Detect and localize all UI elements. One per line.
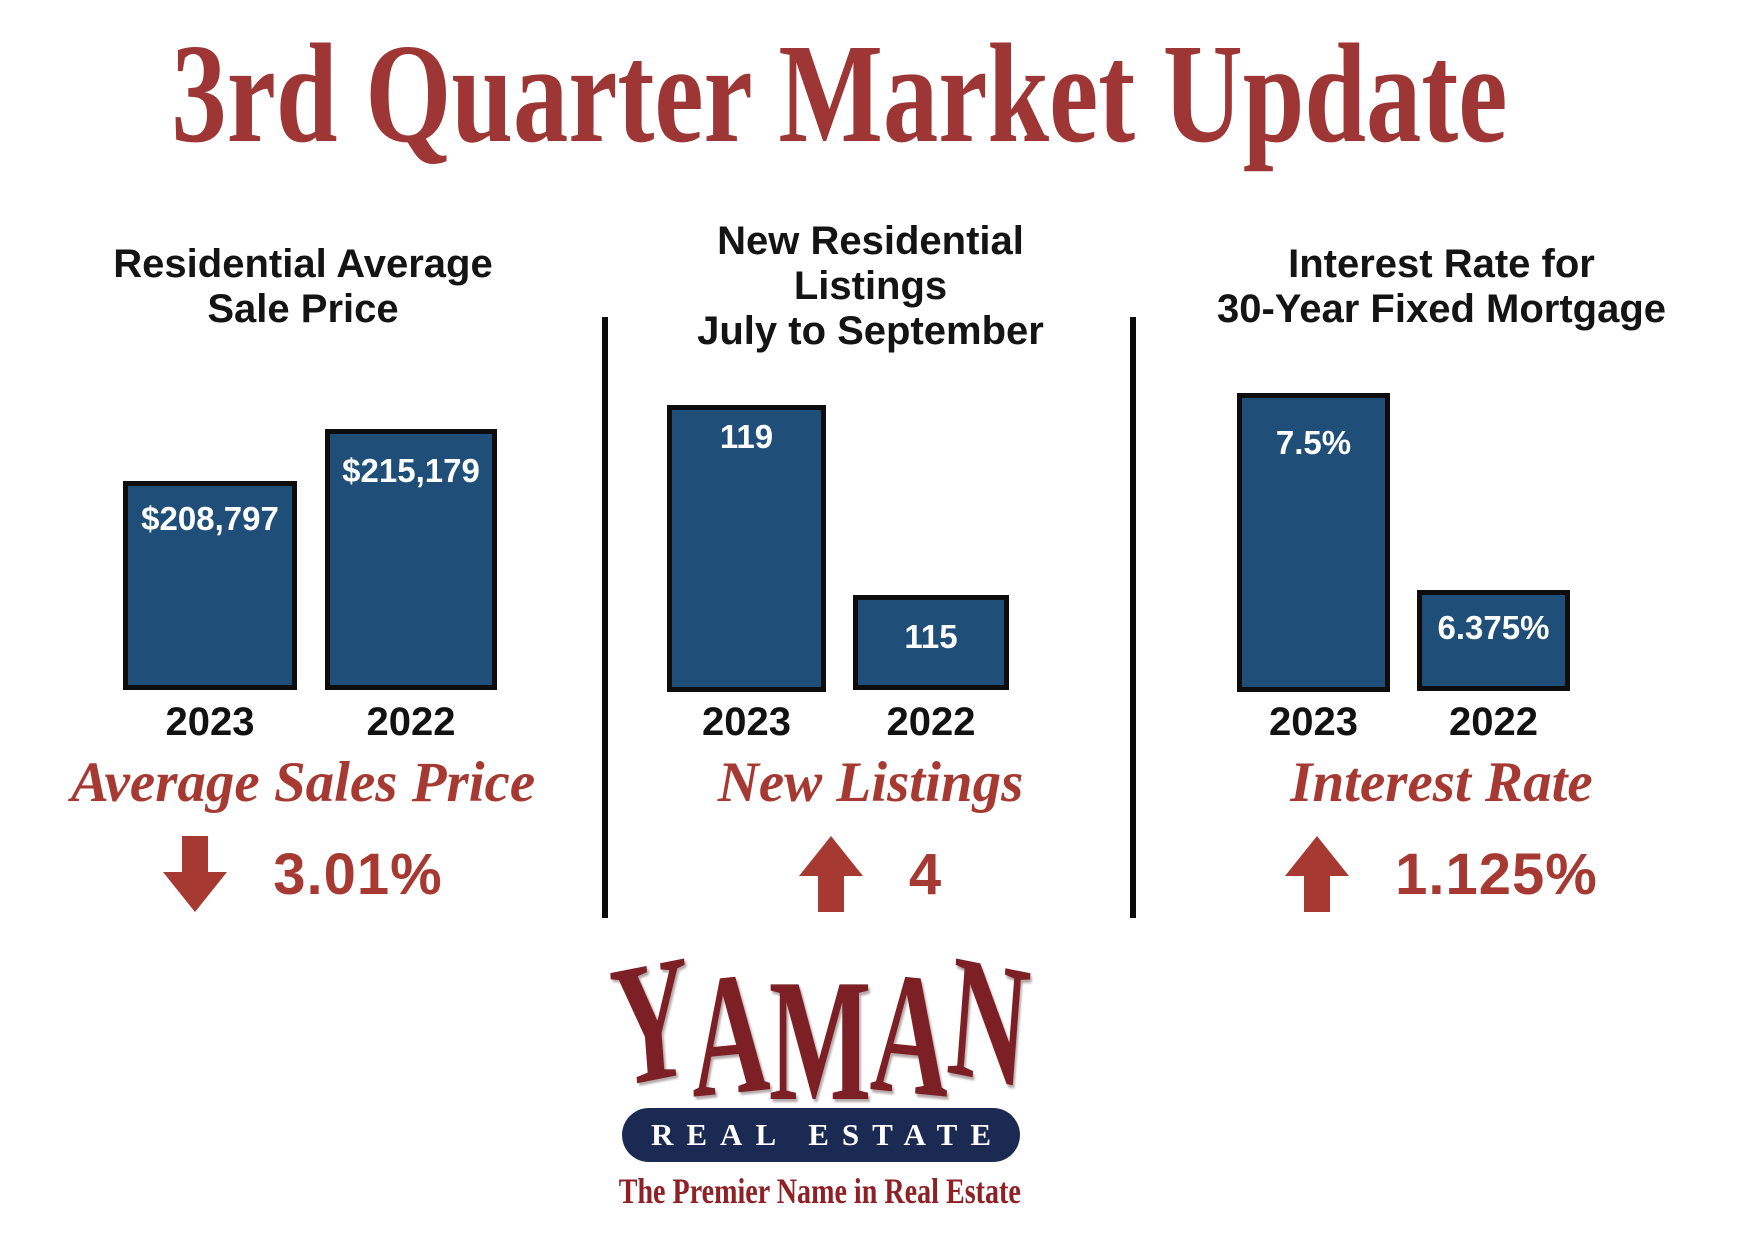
year-label: 2023 — [702, 700, 791, 744]
chart3-heading-line2: 30-Year Fixed Mortgage — [1216, 287, 1667, 331]
year-label: 2023 — [1269, 700, 1358, 744]
chart2-heading-line3: July to September — [697, 309, 1044, 353]
bar-interest-rate-2023: 7.5% — [1237, 393, 1390, 692]
chart2-stat-row: 4 — [606, 832, 1135, 916]
chart3-heading: Interest Rate for 30-Year Fixed Mortgage — [1135, 242, 1748, 332]
bar-value-label: 119 — [719, 418, 774, 455]
up-arrow-icon — [798, 836, 863, 912]
bar-value-label: $208,797 — [141, 500, 279, 537]
divider-left — [602, 317, 608, 918]
year-label: 2023 — [165, 700, 255, 744]
chart1-heading-line2: Sale Price — [207, 287, 399, 331]
chart2-heading-line2: Listings — [793, 264, 948, 308]
bar-interest-rate-2022: 6.375% — [1417, 590, 1570, 691]
chart1-heading-line1: Residential Average — [113, 242, 493, 286]
logo-tagline: The Premier Name in Real Estate — [0, 1168, 1640, 1214]
bar-value-label: $215,179 — [342, 452, 480, 489]
page-title: 3rd Quarter Market Update — [171, 14, 1508, 172]
chart2-heading-line1: New Residential — [717, 219, 1024, 263]
chart1-heading: Residential Average Sale Price — [0, 242, 606, 332]
divider-right — [1130, 317, 1136, 918]
down-arrow-icon — [163, 836, 228, 912]
yaman-logo-wordmark: YAMAN — [312, 917, 1329, 1135]
logo-letter: M — [768, 943, 872, 1137]
bar-value-label: 6.375% — [1437, 609, 1550, 646]
chart1-stat-row: 3.01% — [0, 832, 606, 916]
up-arrow-icon — [1285, 836, 1350, 912]
logo-letter: A — [867, 933, 954, 1135]
chart3-stat-value: 1.125% — [1395, 841, 1598, 907]
bar-value-label: 115 — [904, 618, 958, 655]
chart3-stat-label: Interest Rate — [1290, 751, 1593, 814]
chart2-stat-label: New Listings — [717, 751, 1024, 814]
bar-value-label: 7.5% — [1275, 424, 1352, 461]
bar-sale-price-2022: $215,179 — [325, 429, 497, 690]
logo-tagline-text: The Premier Name in Real Estate — [618, 1171, 1022, 1211]
chart2-heading: New Residential Listings July to Septemb… — [606, 219, 1135, 354]
bar-sale-price-2023: $208,797 — [123, 481, 297, 690]
chart1-stat-value: 3.01% — [273, 841, 443, 907]
year-label: 2022 — [1449, 700, 1538, 744]
real-estate-banner: REAL ESTATE — [622, 1108, 1020, 1162]
chart2-stat-value: 4 — [908, 841, 943, 907]
chart1-stat-label: Average Sales Price — [70, 751, 536, 814]
logo-letter: Y — [604, 917, 698, 1125]
chart3-stat-row: 1.125% — [1135, 832, 1748, 916]
logo-letter: A — [686, 933, 773, 1135]
bar-new-listings-2023: 119 — [667, 405, 826, 692]
year-label: 2022 — [366, 700, 456, 744]
year-label: 2022 — [886, 700, 976, 744]
logo-letter: N — [942, 917, 1036, 1125]
chart3-heading-line1: Interest Rate for — [1288, 242, 1595, 286]
bar-new-listings-2022: 115 — [853, 595, 1009, 690]
